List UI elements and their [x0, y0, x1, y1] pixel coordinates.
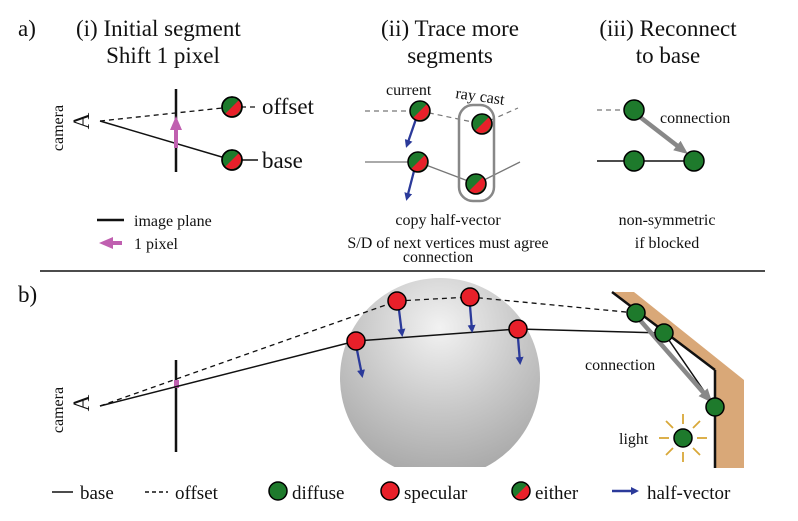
base-path-a — [99, 120, 233, 161]
base-vertex-b2 — [407, 151, 429, 173]
agreement-capsule — [457, 103, 496, 203]
legend-offset-label: offset — [175, 483, 219, 504]
image-plane-legend-label: image plane — [134, 213, 212, 230]
panel-a-label: a) — [18, 16, 36, 41]
light-rays — [659, 414, 707, 462]
diffuse-vertex-offset-b — [626, 303, 646, 323]
col3-caption-1: non-symmetric — [619, 212, 716, 229]
connection-label-c3: connection — [660, 110, 730, 127]
camera-label-b: camera — [50, 387, 67, 433]
col3-caption-2: if blocked — [635, 235, 699, 252]
base-diffuse-vertex-c3 — [623, 150, 645, 172]
light-label: light — [619, 431, 649, 448]
diffuse-vertex-connection-b — [705, 397, 725, 417]
specular-vertex-base-1 — [346, 331, 366, 351]
legend-half-vector-label: half-vector — [647, 483, 731, 504]
col3-title-2: to base — [636, 43, 701, 68]
col1-title-1: (i) Initial segment — [76, 16, 241, 41]
legend-diffuse-label: diffuse — [292, 483, 344, 504]
light-vertex — [673, 428, 693, 448]
current-label: current — [386, 82, 432, 99]
specular-vertex-offset-1 — [387, 291, 407, 311]
col2-caption-3: connection — [403, 249, 473, 266]
col3-title-1: (iii) Reconnect — [599, 16, 737, 41]
legend-either-icon — [511, 481, 531, 501]
specular-vertex-base-2 — [508, 319, 528, 339]
pixel-shift-marker-b — [174, 380, 179, 388]
col2-title-1: (ii) Trace more — [381, 16, 519, 41]
col2-caption-2: S/D of next vertices must agree — [347, 235, 548, 252]
current-vertex — [409, 100, 431, 122]
offset-diffuse-vertex-c3 — [623, 99, 645, 121]
specular-vertex-offset-2 — [460, 287, 480, 307]
diffuse-vertex-base-b — [654, 323, 674, 343]
ray-cast-label: ray cast — [454, 85, 506, 109]
base-vertex-a — [221, 149, 243, 171]
raycast-vertex-offset — [471, 113, 493, 135]
half-vector-b-4 — [515, 337, 524, 365]
offset-path-a — [99, 106, 233, 122]
connection-label-b: connection — [585, 357, 655, 374]
half-vector-b-1 — [397, 309, 406, 337]
legend-base-label: base — [80, 483, 114, 504]
panel-b-label: b) — [18, 282, 37, 307]
legend-specular-label: specular — [404, 483, 468, 504]
pixel-legend-label: 1 pixel — [134, 236, 179, 253]
connection-arrow-c3 — [638, 115, 688, 155]
half-vector-arrow-2 — [404, 170, 416, 201]
diffuse-wall — [612, 292, 744, 468]
offset-path-b — [99, 296, 637, 407]
legend-diffuse-icon — [268, 481, 288, 501]
camera-label-a: camera — [50, 105, 67, 151]
col2-caption-1: copy half-vector — [395, 212, 501, 229]
legend-specular-icon — [380, 481, 400, 501]
half-vector-arrow-1 — [404, 118, 418, 148]
offset-label-a: offset — [262, 94, 315, 119]
specular-sphere — [340, 278, 540, 478]
base-label-a: base — [262, 148, 303, 173]
raycast-vertex-base — [465, 173, 487, 195]
col2-title-2: segments — [407, 43, 493, 68]
connection-arrow-b — [637, 317, 713, 403]
camera-icon-a: A — [69, 112, 94, 129]
col1-title-2: Shift 1 pixel — [106, 43, 220, 68]
legend-either-label: either — [535, 483, 579, 504]
camera-icon-b: A — [69, 394, 94, 411]
offset-vertex-a — [221, 96, 243, 118]
connected-diffuse-vertex-c3 — [683, 150, 705, 172]
offset-outgoing-b2 — [481, 107, 519, 125]
half-vector-b-3 — [355, 349, 365, 378]
half-vector-b-2 — [467, 305, 476, 333]
